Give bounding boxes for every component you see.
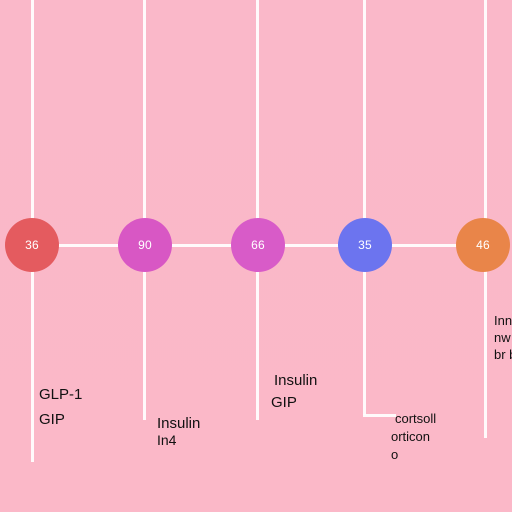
label-insulin-left: Insulin xyxy=(157,415,201,432)
cortisol-bracket-line xyxy=(363,414,396,417)
horizontal-connector-3 xyxy=(284,244,342,247)
label-insulin-center: Insulin xyxy=(274,372,318,389)
label-gip-left: GIP xyxy=(39,411,65,428)
node-90: 90 xyxy=(118,218,172,272)
horizontal-connector-4 xyxy=(391,244,458,247)
label-cortsoll: cortsoll xyxy=(395,411,437,426)
label-o: o xyxy=(391,447,399,462)
label-orticon: orticon xyxy=(391,429,431,444)
vertical-connector-4 xyxy=(363,0,366,415)
vertical-connector-3 xyxy=(256,0,259,420)
node-35: 35 xyxy=(338,218,392,272)
horizontal-connector-1 xyxy=(58,244,120,247)
label-nw: nw xyxy=(494,330,511,345)
node-66: 66 xyxy=(231,218,285,272)
node-46: 46 xyxy=(456,218,510,272)
node-36: 36 xyxy=(5,218,59,272)
label-glp-1: GLP-1 xyxy=(39,386,83,403)
label-gip-center: GIP xyxy=(271,394,297,411)
vertical-connector-2 xyxy=(143,0,146,420)
label-br-b: br b xyxy=(494,347,512,362)
horizontal-connector-2 xyxy=(171,244,233,247)
label-in4: In4 xyxy=(157,432,177,448)
label-inn: Inn xyxy=(494,313,512,328)
